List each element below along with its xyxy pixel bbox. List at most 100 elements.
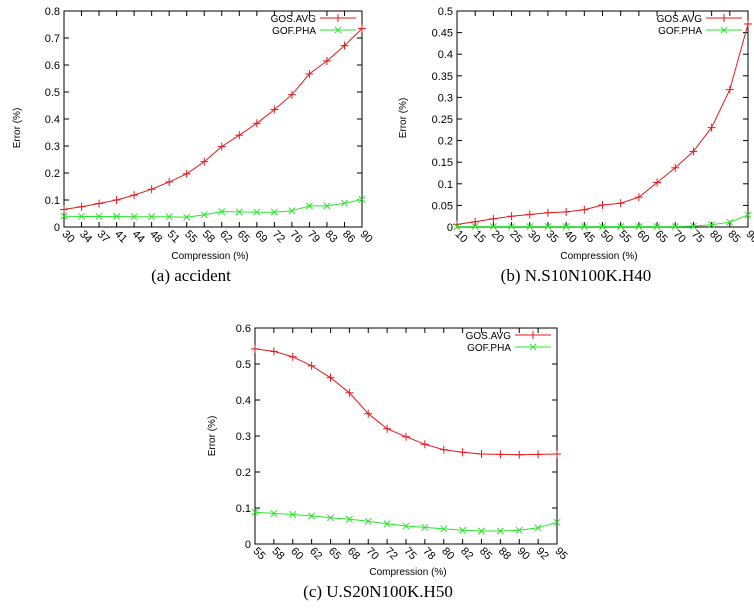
cross-marker (95, 212, 103, 221)
plus-marker (269, 347, 278, 356)
cross-marker (508, 223, 516, 231)
cross-marker (200, 211, 208, 219)
x-tick-label: 90 (744, 228, 754, 245)
y-tick-label: 0.1 (45, 195, 60, 207)
cross-marker (289, 510, 297, 519)
cross-marker (183, 213, 191, 221)
x-tick-label: 72 (383, 545, 400, 562)
y-tick-label: 0.3 (236, 431, 251, 443)
legend-label: GOS.AVG (657, 14, 703, 25)
chart-panel-b: Error (%) 00.050.10.150.20.250.30.350.40… (398, 6, 754, 285)
x-tick-label: 51 (165, 228, 182, 245)
plus-marker (477, 450, 486, 458)
series-line (63, 28, 363, 210)
plus-marker (217, 142, 226, 151)
plot-area: 0 0.05 0.1 0.15 0.2 0.25 0.3 0.35 0.4 0.45 0.5 10 15… (432, 6, 754, 245)
x-tick-label: 78 (420, 545, 437, 562)
x-tick-label: 75 (402, 545, 419, 562)
x-tick-label: 80 (707, 228, 724, 245)
legend-entry: GOF.PHA (272, 26, 356, 37)
cross-marker (334, 26, 342, 34)
plus-marker (689, 147, 698, 156)
x-tick-label: 30 (525, 228, 542, 245)
x-tick-label: 85 (725, 228, 742, 245)
cross-marker (534, 524, 542, 532)
series-gos-avg (453, 19, 752, 229)
y-tick-label: 0.15 (432, 157, 453, 169)
y-tick-label: 0.1 (236, 503, 251, 515)
cross-marker (253, 208, 261, 216)
plus-marker (307, 361, 316, 370)
x-tick-label: 62 (217, 228, 234, 245)
x-tick-label: 45 (580, 228, 597, 245)
y-tick-label: 0.4 (45, 114, 60, 126)
plus-marker (707, 123, 716, 132)
x-tick-label: 60 (288, 545, 305, 562)
cross-marker (113, 212, 121, 221)
cross-marker (459, 526, 467, 534)
x-tick-label: 62 (307, 545, 324, 562)
plot-area: 00.10.20.30.40.50.655 58 60 62 65 68 70 72 75 78 8… (236, 323, 570, 562)
x-tick-label: 70 (671, 228, 688, 245)
cross-marker (358, 195, 366, 204)
x-tick-label: 50 (598, 228, 615, 245)
y-axis-label: Error (%) (398, 98, 409, 139)
cross-marker (218, 208, 226, 216)
cross-marker (598, 223, 607, 231)
x-tick-label: 79 (305, 228, 322, 245)
x-tick-label: 90 (515, 545, 532, 562)
y-tick-label: 0 (245, 539, 251, 551)
plus-marker (364, 409, 373, 418)
plus-marker (334, 14, 342, 22)
legend-label: GOS.AVG (466, 331, 512, 342)
y-tick-label: 0.45 (432, 28, 453, 40)
cross-marker (364, 517, 372, 525)
y-tick-label: 0.5 (236, 359, 251, 371)
series-gof-pha (251, 508, 561, 535)
legend-label: GOF.PHA (272, 26, 316, 37)
x-tick-label: 40 (562, 228, 579, 245)
chart-panel-c: Error (%) 0 0.1 0.2 0.3 0.4 0.5 0.6 55 58 60 62 65 6… (207, 323, 570, 601)
plus-marker (496, 450, 505, 459)
x-tick-label: 65 (653, 228, 670, 245)
series-gof-pha (453, 211, 752, 231)
y-tick-label: 0.5 (45, 87, 60, 99)
plus-marker (562, 207, 571, 216)
chart-panel-a: Error (%) 0 0.1 0.2 0.3 0.4 0.5 0.6 0.7 0.8 30 34 3… (12, 6, 375, 285)
x-tick-label: 10 (453, 228, 470, 245)
y-axis-label: Error (%) (207, 416, 218, 457)
cross-marker (689, 222, 697, 230)
x-tick-label: 82 (458, 545, 475, 562)
y-tick-label: 0.6 (45, 60, 60, 72)
plus-marker (653, 178, 662, 187)
cross-marker (635, 223, 643, 231)
legend-entry: GOS.AVG (271, 14, 356, 25)
legend-label: GOS.AVG (271, 14, 317, 25)
x-tick-label: 75 (689, 228, 706, 245)
series-gof-pha (60, 195, 366, 221)
y-axis-label: Error (%) (12, 108, 23, 149)
plus-marker (420, 440, 429, 449)
panel-caption: (a) accident (151, 266, 231, 285)
plus-marker (95, 199, 104, 208)
x-tick-label: 55 (182, 228, 199, 245)
plus-marker (340, 41, 349, 50)
x-tick-label: 88 (496, 545, 513, 562)
y-tick-label: 0.35 (432, 71, 453, 83)
x-tick-label: 70 (364, 545, 381, 562)
series-gos-avg (60, 24, 366, 214)
x-axis-label: Compression (%) (560, 251, 637, 262)
cross-marker (340, 199, 349, 207)
plus-marker (130, 191, 139, 200)
plot-frame (63, 10, 363, 228)
x-tick-label: 48 (147, 228, 164, 245)
cross-marker (421, 523, 429, 531)
legend-entry: GOF.PHA (467, 343, 551, 354)
cross-marker (708, 221, 716, 229)
y-tick-label: 0.6 (236, 323, 251, 335)
cross-marker (308, 512, 316, 520)
plus-marker (598, 200, 607, 209)
cross-marker (477, 527, 486, 535)
x-tick-label: 20 (489, 228, 506, 245)
